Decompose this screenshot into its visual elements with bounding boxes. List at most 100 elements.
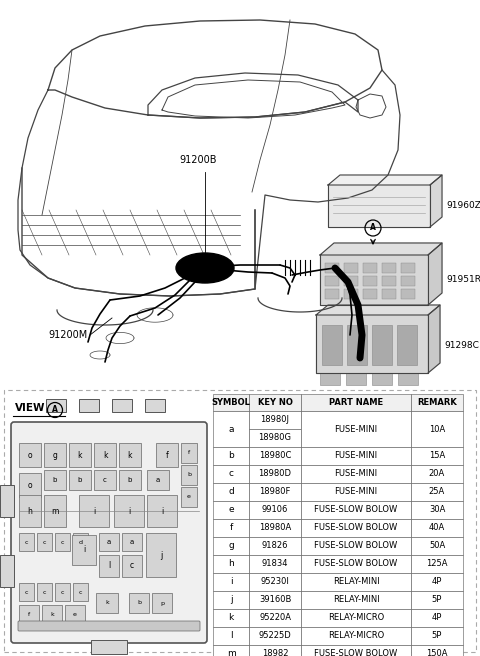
Text: 91826: 91826 <box>262 541 288 550</box>
Text: k: k <box>50 611 54 617</box>
Bar <box>99 555 119 577</box>
Text: RELAY-MICRO: RELAY-MICRO <box>328 632 384 640</box>
Bar <box>249 465 301 483</box>
Bar <box>96 593 118 613</box>
Bar <box>213 483 249 501</box>
Bar <box>73 583 88 601</box>
Bar <box>301 627 411 645</box>
Text: a: a <box>107 539 111 545</box>
Bar <box>301 465 411 483</box>
Text: j: j <box>230 596 232 604</box>
Bar <box>44 443 66 467</box>
Text: 30A: 30A <box>429 506 445 514</box>
Bar <box>122 555 142 577</box>
Bar <box>147 495 177 527</box>
Bar <box>363 276 377 286</box>
Bar <box>213 609 249 627</box>
Bar <box>411 591 463 609</box>
Bar <box>19 473 41 497</box>
Bar <box>411 519 463 537</box>
Bar <box>411 411 463 447</box>
Bar <box>181 443 197 463</box>
Bar <box>19 583 34 601</box>
Polygon shape <box>356 94 386 118</box>
Bar <box>119 443 141 467</box>
Text: 99106: 99106 <box>262 506 288 514</box>
Bar <box>411 465 463 483</box>
Bar <box>129 593 149 613</box>
Bar <box>411 394 463 411</box>
Text: f: f <box>28 611 30 617</box>
Text: c: c <box>25 590 28 594</box>
Text: k: k <box>128 451 132 459</box>
Bar <box>181 487 197 507</box>
Bar <box>44 470 66 490</box>
Text: 18980A: 18980A <box>259 523 291 533</box>
Text: 18982: 18982 <box>262 649 288 656</box>
Bar <box>411 645 463 656</box>
Bar <box>301 501 411 519</box>
Text: i: i <box>230 577 232 586</box>
Text: b: b <box>137 600 141 605</box>
Bar <box>213 645 249 656</box>
Text: 91298C: 91298C <box>444 340 479 350</box>
Bar <box>344 263 358 273</box>
Text: 20A: 20A <box>429 470 445 478</box>
Bar <box>19 605 39 623</box>
Text: k: k <box>103 451 107 459</box>
Text: FUSE-MINI: FUSE-MINI <box>335 470 378 478</box>
Bar <box>301 537 411 555</box>
Bar <box>37 533 52 551</box>
Bar <box>411 501 463 519</box>
Bar <box>301 591 411 609</box>
Text: i: i <box>161 506 163 516</box>
Bar <box>301 394 411 411</box>
Text: c: c <box>103 477 107 483</box>
Bar <box>411 627 463 645</box>
Bar <box>147 470 169 490</box>
Polygon shape <box>430 175 442 227</box>
Text: b: b <box>228 451 234 461</box>
Text: l: l <box>230 632 232 640</box>
Bar <box>372 373 392 385</box>
Bar <box>249 394 301 411</box>
Bar <box>249 429 301 447</box>
Bar <box>249 555 301 573</box>
Polygon shape <box>328 185 430 227</box>
Text: b: b <box>187 472 191 478</box>
Bar <box>73 533 88 551</box>
Text: 18980F: 18980F <box>259 487 291 497</box>
Ellipse shape <box>176 253 234 283</box>
Bar <box>344 276 358 286</box>
Bar <box>37 583 52 601</box>
Text: g: g <box>53 451 58 459</box>
Bar <box>213 519 249 537</box>
Bar <box>344 289 358 299</box>
Bar <box>213 501 249 519</box>
Text: 95225D: 95225D <box>259 632 291 640</box>
Text: 18980C: 18980C <box>259 451 291 461</box>
Bar <box>72 535 96 565</box>
Text: c: c <box>79 590 82 594</box>
Text: A: A <box>370 224 376 232</box>
Text: c: c <box>25 539 28 544</box>
Bar <box>249 591 301 609</box>
Bar <box>19 533 34 551</box>
Bar <box>114 495 144 527</box>
Bar <box>382 276 396 286</box>
Text: d: d <box>79 539 83 544</box>
Text: 91951R: 91951R <box>446 276 480 285</box>
Bar <box>65 605 85 623</box>
Text: i: i <box>83 546 85 554</box>
Bar <box>94 443 116 467</box>
Text: c: c <box>43 539 46 544</box>
Text: j: j <box>160 550 162 560</box>
Text: 125A: 125A <box>426 560 448 569</box>
Text: d: d <box>228 487 234 497</box>
Bar <box>152 593 172 613</box>
Bar <box>382 263 396 273</box>
Text: FUSE-SLOW BOLOW: FUSE-SLOW BOLOW <box>314 541 397 550</box>
Bar <box>320 373 340 385</box>
Bar <box>122 533 142 551</box>
Bar <box>94 470 116 490</box>
